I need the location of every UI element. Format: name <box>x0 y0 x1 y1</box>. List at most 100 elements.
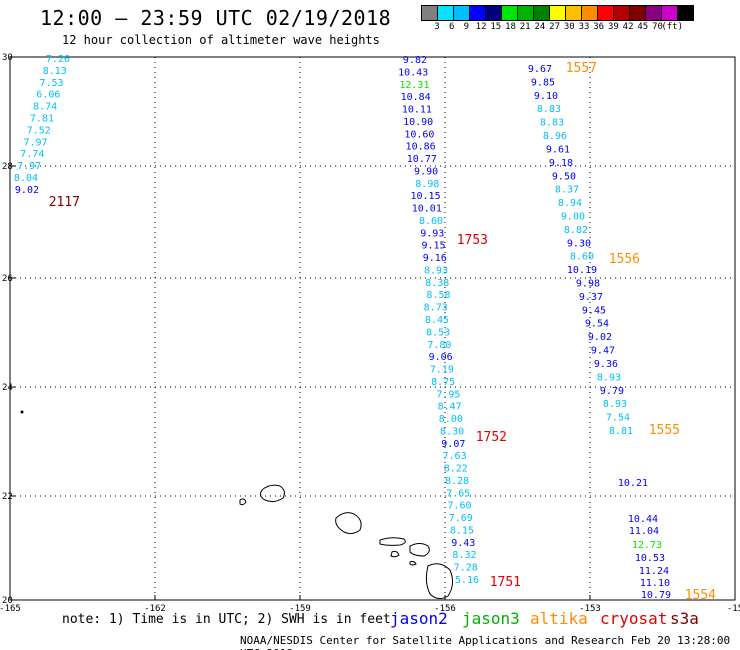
wave-height-value: 9.18 <box>549 158 573 169</box>
wave-height-value: 8.75 <box>431 377 455 388</box>
wave-height-value: 7.19 <box>430 365 454 376</box>
satellite-jason3: jason3 <box>462 609 520 628</box>
map-frame <box>9 56 736 601</box>
wave-height-value: 7.81 <box>30 114 54 125</box>
lon-tick-label: -15 <box>727 604 740 614</box>
track-time-label: 1556 <box>609 252 640 267</box>
wave-height-value: 9.50 <box>552 171 576 182</box>
wave-height-value: 7.97 <box>17 161 41 172</box>
island-lanai <box>390 550 400 558</box>
lon-tick-label: -165 <box>0 604 21 614</box>
wave-height-value: 12.73 <box>632 540 662 551</box>
legend-label: 24 <box>534 22 546 32</box>
wave-height-value: 8.22 <box>444 464 468 475</box>
lat-tick-label: 22 <box>2 492 13 502</box>
wave-height-value: 7.28 <box>454 563 478 574</box>
wave-height-value: 8.32 <box>452 550 476 561</box>
track-time-label: 1752 <box>476 430 507 445</box>
legend-label: 36 <box>593 22 605 32</box>
legend-label: 9 <box>463 22 470 32</box>
island-oahu <box>335 512 362 535</box>
wave-height-value: 10.11 <box>402 105 432 116</box>
lon-tick-label: -159 <box>289 604 311 614</box>
wave-height-value: 9.47 <box>591 346 615 357</box>
wave-height-value: 8.53 <box>426 327 450 338</box>
wave-height-value: 8.93 <box>603 399 627 410</box>
wave-height-value: 8.83 <box>540 118 564 129</box>
wave-height-value: 9.67 <box>528 64 552 75</box>
legend-label: 39 <box>607 22 619 32</box>
lat-tick-label: 26 <box>2 274 13 284</box>
legend-label: 27 <box>549 22 561 32</box>
legend-label: 70 <box>652 22 663 32</box>
island-maui <box>409 543 430 557</box>
wave-height-value: 9.06 <box>429 352 453 363</box>
wave-height-value: 11.24 <box>639 566 669 577</box>
wave-height-value: 7.95 <box>436 389 460 400</box>
wave-height-value: 8.45 <box>425 315 449 326</box>
legend-swatch <box>677 5 694 21</box>
track-time-label: 1554 <box>685 588 716 603</box>
legend-label: 15 <box>490 22 502 32</box>
wave-height-value: 9.43 <box>451 538 475 549</box>
wave-height-value: 8.83 <box>537 104 561 115</box>
wave-height-value: 10.43 <box>398 67 428 78</box>
wave-height-value: 8.13 <box>43 66 67 77</box>
satellite-jason2: jason2 <box>390 609 448 628</box>
island-big-island <box>425 563 454 600</box>
lat-tick-label: 24 <box>2 383 13 393</box>
legend-label: 6 <box>448 22 455 32</box>
wave-height-value: 7.63 <box>443 451 467 462</box>
wave-height-value: 9.93 <box>420 228 444 239</box>
island-molokai <box>379 537 406 546</box>
track-time-label: 1753 <box>457 233 488 248</box>
legend-label: 30 <box>563 22 575 32</box>
wave-height-value: 9.85 <box>531 77 555 88</box>
wave-height-value: 8.38 <box>425 278 449 289</box>
wave-height-value: 6.06 <box>36 90 60 101</box>
wave-height-value: 8.94 <box>558 198 582 209</box>
wave-height-value: 7.52 <box>27 125 51 136</box>
wave-height-value: 10.19 <box>567 265 597 276</box>
track-time-label: 1751 <box>490 575 521 590</box>
wave-height-value: 8.74 <box>33 102 57 113</box>
legend-label: 3 <box>434 22 440 32</box>
wave-height-value: 10.60 <box>404 129 434 140</box>
wave-height-value: 10.77 <box>407 154 437 165</box>
wave-height-value: 8.93 <box>597 372 621 383</box>
wave-height-value: 8.00 <box>439 414 463 425</box>
wave-height-value: 9.36 <box>594 359 618 370</box>
lon-tick-label: -156 <box>434 604 456 614</box>
satellite-s3a: s3a <box>670 609 699 628</box>
wave-height-value: 8.60 <box>570 252 594 263</box>
wave-height-value: 8.15 <box>450 525 474 536</box>
wave-height-value: 11.10 <box>640 578 670 589</box>
lat-tick-label: 28 <box>2 162 13 172</box>
track-time-label: 1557 <box>566 61 597 76</box>
wave-height-value: 8.93 <box>424 265 448 276</box>
wave-height-value: 9.61 <box>546 144 570 155</box>
wave-height-value: 9.79 <box>600 386 624 397</box>
wave-height-value: 9.98 <box>576 279 600 290</box>
legend-label: 42 <box>622 22 634 32</box>
wave-height-value: 9.45 <box>582 305 606 316</box>
track-time-label: 2117 <box>49 195 80 210</box>
wave-height-value: 10.79 <box>641 590 671 601</box>
lat-tick-label: 30 <box>2 53 13 63</box>
track-time-label: 1555 <box>649 423 680 438</box>
hawaii-islands <box>20 410 454 600</box>
wave-height-value: 9.16 <box>423 253 447 264</box>
legend-label: 45 <box>637 22 649 32</box>
wave-height-value: 10.53 <box>635 553 665 564</box>
wave-height-value: 7.60 <box>447 501 471 512</box>
wave-height-value: 9.15 <box>421 241 445 252</box>
wave-height-value: 8.37 <box>555 185 579 196</box>
wave-height-value: 8.04 <box>14 173 38 184</box>
wave-height-value: 7.26 <box>46 54 70 65</box>
wave-height-value: 5.16 <box>455 575 479 586</box>
wave-height-value: 9.82 <box>403 55 427 66</box>
color-legend <box>421 5 694 21</box>
page-title: 12:00 – 23:59 UTC 02/19/2018 <box>40 6 392 30</box>
wave-height-value: 8.47 <box>438 402 462 413</box>
